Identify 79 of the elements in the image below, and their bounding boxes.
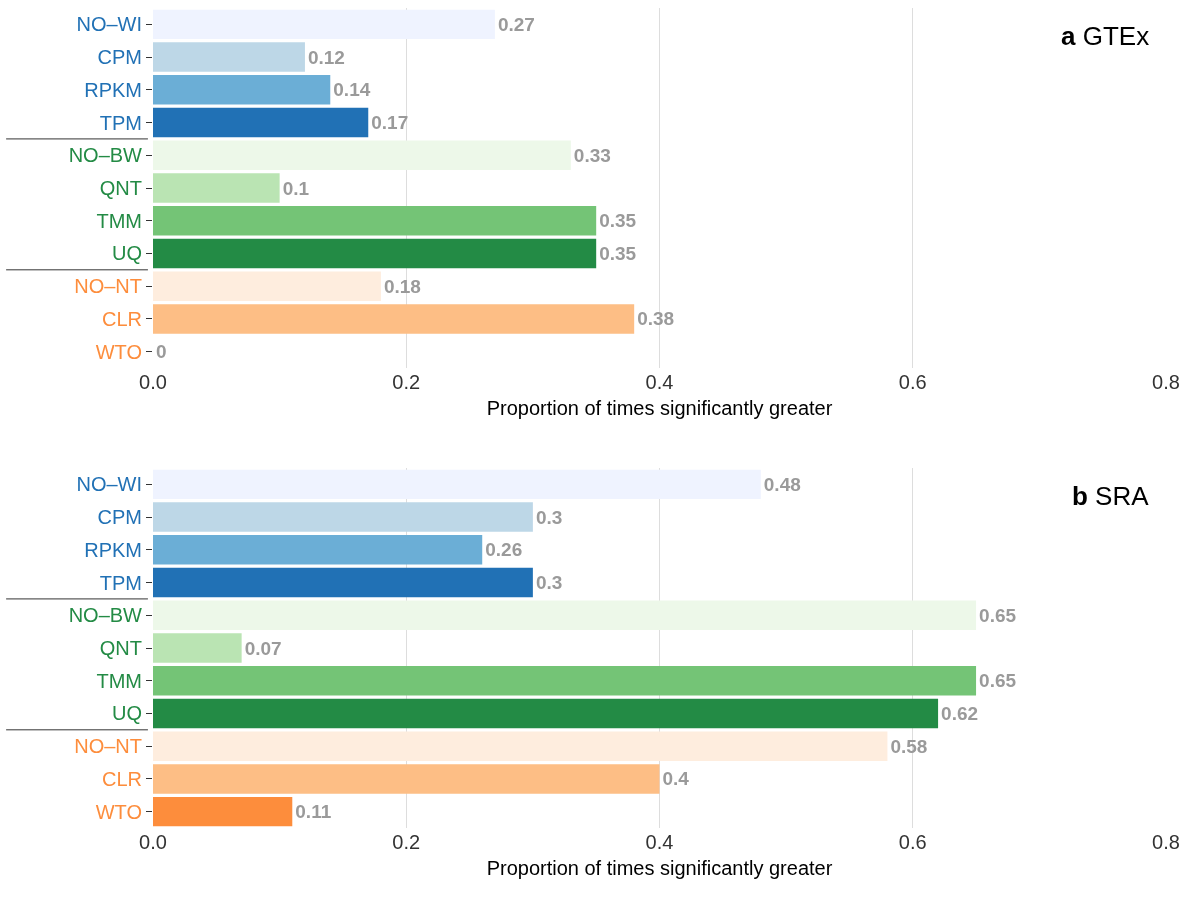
- data-label: 0.3: [535, 572, 563, 594]
- y-tick-label: NO–NT: [74, 735, 142, 758]
- bar: [153, 75, 331, 105]
- y-tick-label: NO–NT: [74, 275, 142, 298]
- x-tick-label: 0.4: [645, 371, 674, 393]
- y-tick-label: RPKM: [84, 78, 142, 101]
- y-tick-label: TMM: [96, 209, 142, 232]
- bar: [153, 698, 939, 729]
- data-label: 0.17: [371, 112, 409, 134]
- bar: [153, 304, 635, 334]
- y-tick-label: TPM: [99, 111, 142, 134]
- y-tick-label: UQ: [112, 242, 142, 265]
- y-tick-label: RPKM: [84, 538, 142, 561]
- y-tick-label: CPM: [97, 46, 142, 69]
- data-label: 0.14: [333, 79, 371, 101]
- text: b SRA: [1072, 481, 1150, 511]
- data-label: 0.65: [979, 604, 1017, 626]
- y-tick-label: WTO: [95, 800, 142, 823]
- y-tick-label: WTO: [95, 340, 142, 363]
- data-label: 0.62: [941, 702, 979, 724]
- bar: [153, 469, 761, 500]
- y-tick-label: QNT: [99, 637, 142, 659]
- y-tick-label: QNT: [99, 177, 142, 199]
- y-tick-label: TPM: [99, 571, 142, 594]
- data-label: 0.35: [599, 242, 637, 264]
- data-label: 0.1: [282, 177, 310, 199]
- data-label: 0.33: [573, 144, 611, 166]
- y-tick-label: NO–WI: [76, 473, 142, 496]
- x-tick-label: 0.2: [392, 831, 421, 853]
- bar: [153, 796, 293, 827]
- bar: [153, 535, 483, 565]
- data-label: 0.27: [497, 13, 535, 35]
- x-tick-label: 0.0: [139, 831, 167, 853]
- bar: [153, 633, 242, 663]
- bar: [153, 238, 597, 269]
- x-tick-label: 0.6: [898, 371, 927, 393]
- y-tick-label: NO–BW: [68, 144, 143, 167]
- x-tick-label: 0.8: [1152, 831, 1180, 853]
- data-label: 0.38: [637, 308, 675, 330]
- bar: [153, 764, 660, 794]
- bar: [153, 173, 280, 203]
- data-label: 0.58: [890, 735, 928, 757]
- data-label: 0.11: [295, 801, 332, 823]
- y-tick-label: CLR: [101, 767, 142, 790]
- data-label: 0.4: [662, 768, 690, 790]
- data-label: 0.65: [979, 670, 1017, 692]
- bar: [153, 107, 369, 138]
- data-label: 0: [156, 341, 167, 363]
- bar: [153, 206, 597, 236]
- x-tick-label: 0.8: [1152, 371, 1180, 393]
- bar: [153, 567, 533, 598]
- text: a GTEx: [1061, 21, 1150, 51]
- data-label: 0.35: [599, 210, 637, 232]
- bar: [153, 502, 533, 532]
- y-tick-label: CLR: [101, 307, 142, 330]
- y-tick-label: CPM: [97, 506, 142, 529]
- y-tick-label: TMM: [96, 669, 142, 692]
- x-tick-label: 0.6: [898, 831, 927, 853]
- x-axis-title: Proportion of times significantly greater: [486, 396, 833, 419]
- data-label: 0.18: [383, 275, 421, 297]
- bar: [153, 140, 571, 170]
- data-label: 0.12: [307, 46, 345, 68]
- bar: [153, 42, 305, 72]
- data-label: 0.26: [485, 539, 523, 561]
- x-axis-title: Proportion of times significantly greater: [486, 856, 833, 879]
- data-label: 0.48: [763, 473, 801, 495]
- bar: [153, 731, 888, 761]
- x-tick-label: 0.4: [645, 831, 674, 853]
- y-tick-label: NO–BW: [68, 604, 143, 627]
- x-tick-label: 0.0: [139, 371, 167, 393]
- data-label: 0.07: [244, 637, 282, 659]
- bar: [153, 9, 495, 40]
- bar: [153, 271, 381, 301]
- x-tick-label: 0.2: [392, 371, 421, 393]
- data-label: 0.3: [535, 506, 563, 528]
- y-tick-label: NO–WI: [76, 13, 142, 36]
- bar: [153, 600, 977, 630]
- y-tick-label: UQ: [112, 702, 142, 725]
- bar: [153, 666, 977, 696]
